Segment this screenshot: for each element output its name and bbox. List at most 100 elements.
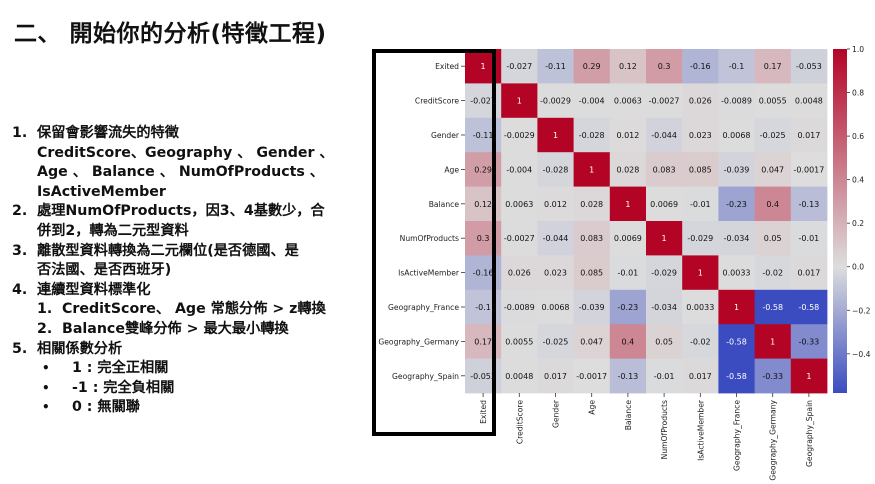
heatmap-cell [573,186,611,222]
cell-value-label: -0.0027 [649,97,680,106]
cell-value-label: -0.039 [724,165,750,174]
cell-value-label: 0.047 [761,165,784,174]
heatmap-cell [718,358,755,394]
cell-value-label: 0.0063 [505,200,533,209]
heatmap-cell [501,358,538,394]
heatmap-cell [754,117,792,153]
heatmap-cell [754,152,792,187]
heatmap-cell [609,49,647,84]
cell-value-label: 0.028 [580,200,603,209]
cell-value-label: 0.4 [622,337,635,346]
list-number: 3. [12,242,28,259]
heatmap-cell [682,358,719,394]
heatmap-cell [646,324,683,359]
list-text: 離散型資料轉換為二元欄位(是否德國、是 否法國、是否西班牙) [37,242,362,281]
cell-value-label: -0.028 [543,165,569,174]
slide-title: 二、 開始你的分析(特徵工程) [14,21,327,47]
cell-value-label: -0.58 [726,372,747,381]
cell-value-label: 0.017 [797,269,820,278]
list-text-line: Balance雙峰分佈 > 最大最小轉換 [62,320,289,337]
cell-value-label: 0.083 [580,234,603,243]
cell-value-label: -0.0029 [504,131,535,140]
cell-value-label: 1 [589,165,594,174]
cell-value-label: -0.027 [470,97,496,106]
list-item: 1. 保留會影響流失的特徵 CreditScore、Geography 、 Gend… [12,124,362,202]
heatmap-cell [609,152,647,187]
cell-value-label: -0.025 [760,131,786,140]
cell-value-label: -0.029 [687,234,713,243]
list-text-line: 併到2，轉為二元型資料 [37,222,189,239]
heatmap-cell [537,117,574,153]
colorbar-tick-label: 0.4 [852,176,864,185]
heatmap-cell [537,324,574,359]
cell-value-label: -0.028 [579,131,605,140]
cell-value-label: 0.0055 [505,337,533,346]
heatmap-cell [609,83,647,119]
heatmap-cell [573,117,611,153]
x-tick-label: NumOfProducts [660,400,669,459]
list-text: 0 : 無關聯 [72,398,140,418]
heatmap-cell [790,83,828,119]
y-tick-label: NumOfProducts [400,234,459,243]
heatmap-cell [501,324,538,359]
heatmap-cell [790,152,828,187]
colorbar-tick-label: 0.2 [852,219,864,228]
heatmap-cell [537,221,574,256]
heatmap-cell [501,186,538,222]
list-text: 相關係數分析 [37,340,362,360]
list-number: 1. [12,125,28,141]
cell-value-label: 0.29 [474,165,492,174]
cell-value-label: 0.085 [580,269,603,278]
list-text-line: CreditScore、Geography 、 Gender 、 [37,144,334,161]
x-tick-label: Exited [479,400,488,424]
cell-value-label: 0.0069 [650,200,678,209]
cell-value-label: -0.0029 [540,97,571,106]
bullet-item: • 1 : 完全正相關 [12,359,362,379]
heatmap-cell [718,186,755,222]
list-number: 5. [12,340,28,357]
cell-value-label: -0.16 [473,269,494,278]
x-tick-label: Balance [624,400,633,431]
list-text-line: 0 : 無關聯 [72,399,140,416]
cell-value-label: -0.029 [651,269,677,278]
cell-value-label: -0.13 [799,200,820,209]
cell-value-label: -0.053 [796,62,822,71]
cell-value-label: -0.1 [475,303,491,312]
cell-value-label: -0.034 [651,303,677,312]
y-tick-label: CreditScore [415,97,459,106]
heatmap-cell [790,255,828,291]
heatmap-cell [537,186,574,222]
heatmap-cell [754,221,792,256]
list-text-line: IsActiveMember [37,183,166,200]
heatmap-cell [501,49,538,84]
list-number: 2. [37,320,53,337]
cell-value-label: 0.0048 [795,97,823,106]
cell-value-label: 0.12 [474,200,492,209]
heatmap-cell [718,152,755,187]
cell-value-label: -0.004 [506,165,532,174]
cell-value-label: -0.58 [726,337,747,346]
heatmap-cell [682,324,719,359]
heatmap-cell [790,221,828,256]
cell-value-label: 0.012 [544,200,567,209]
heatmap-cell [646,83,683,119]
heatmap-cell [609,117,647,153]
heatmap-cell [537,289,574,325]
heatmap-cell [646,186,683,222]
heatmap-cell [646,49,683,84]
cell-value-label: -0.58 [799,303,820,312]
heatmap-cell [790,49,828,84]
list-text-line: -1 : 完全負相關 [72,379,175,396]
heatmap-cell [718,49,755,84]
cell-value-label: 0.05 [764,234,782,243]
list-number: 4. [12,281,28,298]
y-tick-label: Exited [435,62,459,71]
y-tick-label: IsActiveMember [398,269,460,278]
cell-value-label: 0.0048 [505,372,533,381]
x-tick-label: Geography_France [733,400,742,471]
cell-value-label: 1 [553,131,558,140]
colorbar-tick-label: 0.6 [852,132,864,141]
heatmap-cell [609,255,647,291]
colorbar-tick-label: 1.0 [852,45,864,54]
